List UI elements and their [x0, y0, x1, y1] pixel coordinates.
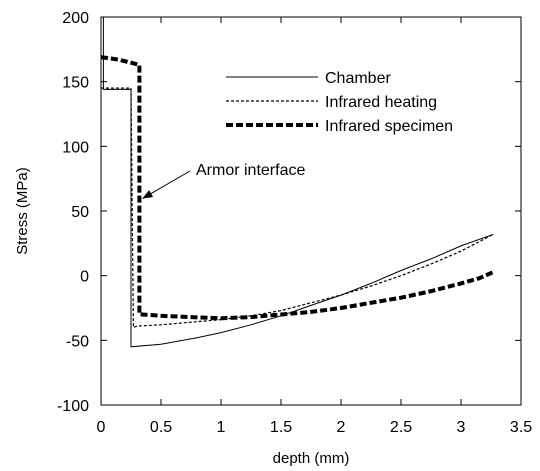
- y-tick-label: 0: [80, 269, 89, 286]
- x-tick-label: 2: [337, 419, 346, 436]
- x-axis-title: depth (mm): [273, 450, 350, 467]
- y-tick-label: -50: [66, 333, 89, 350]
- x-tick-label: 1.5: [270, 419, 292, 436]
- x-tick-label: 3: [457, 419, 466, 436]
- series-line-2: [100, 55, 496, 321]
- plot-frame: [100, 16, 522, 406]
- y-axis-title: Stress (MPa): [14, 167, 31, 255]
- x-tick-label: 1: [217, 419, 226, 436]
- x-tick-label: 0.5: [150, 419, 172, 436]
- series-line-1: [101, 87, 494, 329]
- legend-label-1: Infrared heating: [325, 94, 437, 111]
- series-line-0: [102, 17, 494, 348]
- legend: Chamber Infrared heating Infrared specimen: [226, 70, 453, 135]
- annotations: Armor interface: [142, 162, 305, 199]
- y-tick-label: 150: [62, 75, 89, 92]
- annotation-arrowhead-0: [142, 190, 154, 199]
- x-tick-label: 2.5: [390, 419, 412, 436]
- y-tick-label: 100: [62, 139, 89, 156]
- y-tick-label: -100: [57, 398, 89, 415]
- x-tick-label: 0: [97, 419, 106, 436]
- legend-label-0: Chamber: [325, 70, 391, 87]
- y-tick-label: 50: [71, 204, 89, 221]
- tick-marks: [100, 16, 522, 406]
- x-tick-label: 3.5: [510, 419, 532, 436]
- y-tick-label: 200: [62, 10, 89, 27]
- series-lines: [100, 17, 496, 348]
- annotation-label-0: Armor interface: [196, 162, 305, 179]
- tick-labels: 0 0.5 1 1.5 2 2.5 3 3.5 -100 -50 0 50 100 150 200: [57, 10, 532, 436]
- legend-label-2: Infrared specimen: [325, 118, 453, 135]
